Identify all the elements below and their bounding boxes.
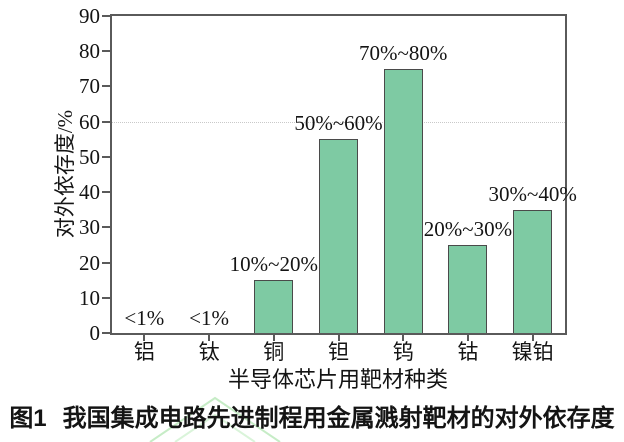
- y-tick-label-40: 40: [79, 180, 100, 205]
- y-tick-label-50: 50: [79, 144, 100, 169]
- bar-钴: [448, 244, 488, 333]
- x-tick-镍铂: [531, 335, 534, 341]
- x-tick-钽: [337, 335, 340, 341]
- y-tick-label-90: 90: [79, 4, 100, 28]
- y-tick-90: [102, 15, 110, 17]
- y-tick-20: [102, 261, 110, 264]
- bar-镍铂: [513, 209, 553, 333]
- y-tick-10: [102, 296, 110, 299]
- figure-caption: 图1 我国集成电路先进制程用金属溅射靶材的对外依存度: [0, 398, 624, 433]
- bar-value-label-铜: 10%~20%: [229, 252, 318, 277]
- y-tick-label-20: 20: [79, 250, 100, 275]
- bar-value-label-钛: <1%: [189, 306, 229, 330]
- bar-value-label-钨: 70%~80%: [359, 40, 448, 65]
- bar-钽: [319, 139, 358, 333]
- gridline-60: [112, 121, 565, 123]
- x-tick-钛: [208, 335, 211, 341]
- bar-value-label-钽: 50%~60%: [294, 111, 383, 136]
- y-tick-70: [102, 85, 110, 88]
- category-label-钴: 钴: [457, 340, 479, 364]
- category-label-钨: 钨: [392, 340, 414, 364]
- x-axis-label: 半导体芯片用靶材种类: [227, 367, 449, 392]
- x-tick-钨: [402, 335, 405, 341]
- x-tick-铜: [272, 335, 275, 341]
- category-label-铝: 铝: [133, 340, 155, 364]
- y-tick-80: [102, 50, 110, 53]
- y-tick-30: [102, 226, 110, 229]
- bar-铜: [254, 280, 294, 333]
- x-tick-钴: [466, 335, 469, 341]
- y-tick-60: [102, 120, 110, 123]
- x-tick-铝: [143, 335, 146, 341]
- plot-area: <1% <1% 10%~20% 50%~60% 70%~80% 20%~30% 30%~40…: [110, 14, 577, 335]
- category-label-镍铂: 镍铂: [511, 340, 554, 364]
- category-label-钽: 钽: [328, 340, 349, 364]
- bar-value-label-镍铂: 30%~40%: [488, 181, 577, 206]
- bar-value-label-钴: 20%~30%: [423, 216, 513, 241]
- category-label-钛: 钛: [198, 340, 220, 364]
- figure-caption-text: 我国集成电路先进制程用金属溅射靶材的对外依存度: [62, 405, 615, 432]
- bar-value-label-铝: <1%: [124, 306, 165, 330]
- y-tick-label-80: 80: [79, 39, 100, 64]
- bar-钨: [383, 68, 423, 333]
- y-tick-label-60: 60: [79, 109, 100, 134]
- y-tick-50: [102, 155, 110, 158]
- category-label-铜: 铜: [263, 340, 285, 364]
- y-tick-40: [102, 191, 110, 194]
- y-tick-0: [102, 332, 110, 334]
- figure-caption-label: 图1: [9, 405, 47, 432]
- y-tick-label-10: 10: [79, 285, 100, 310]
- y-tick-label-70: 70: [79, 74, 100, 99]
- y-tick-label-0: 0: [89, 321, 101, 345]
- y-tick-label-30: 30: [79, 215, 100, 240]
